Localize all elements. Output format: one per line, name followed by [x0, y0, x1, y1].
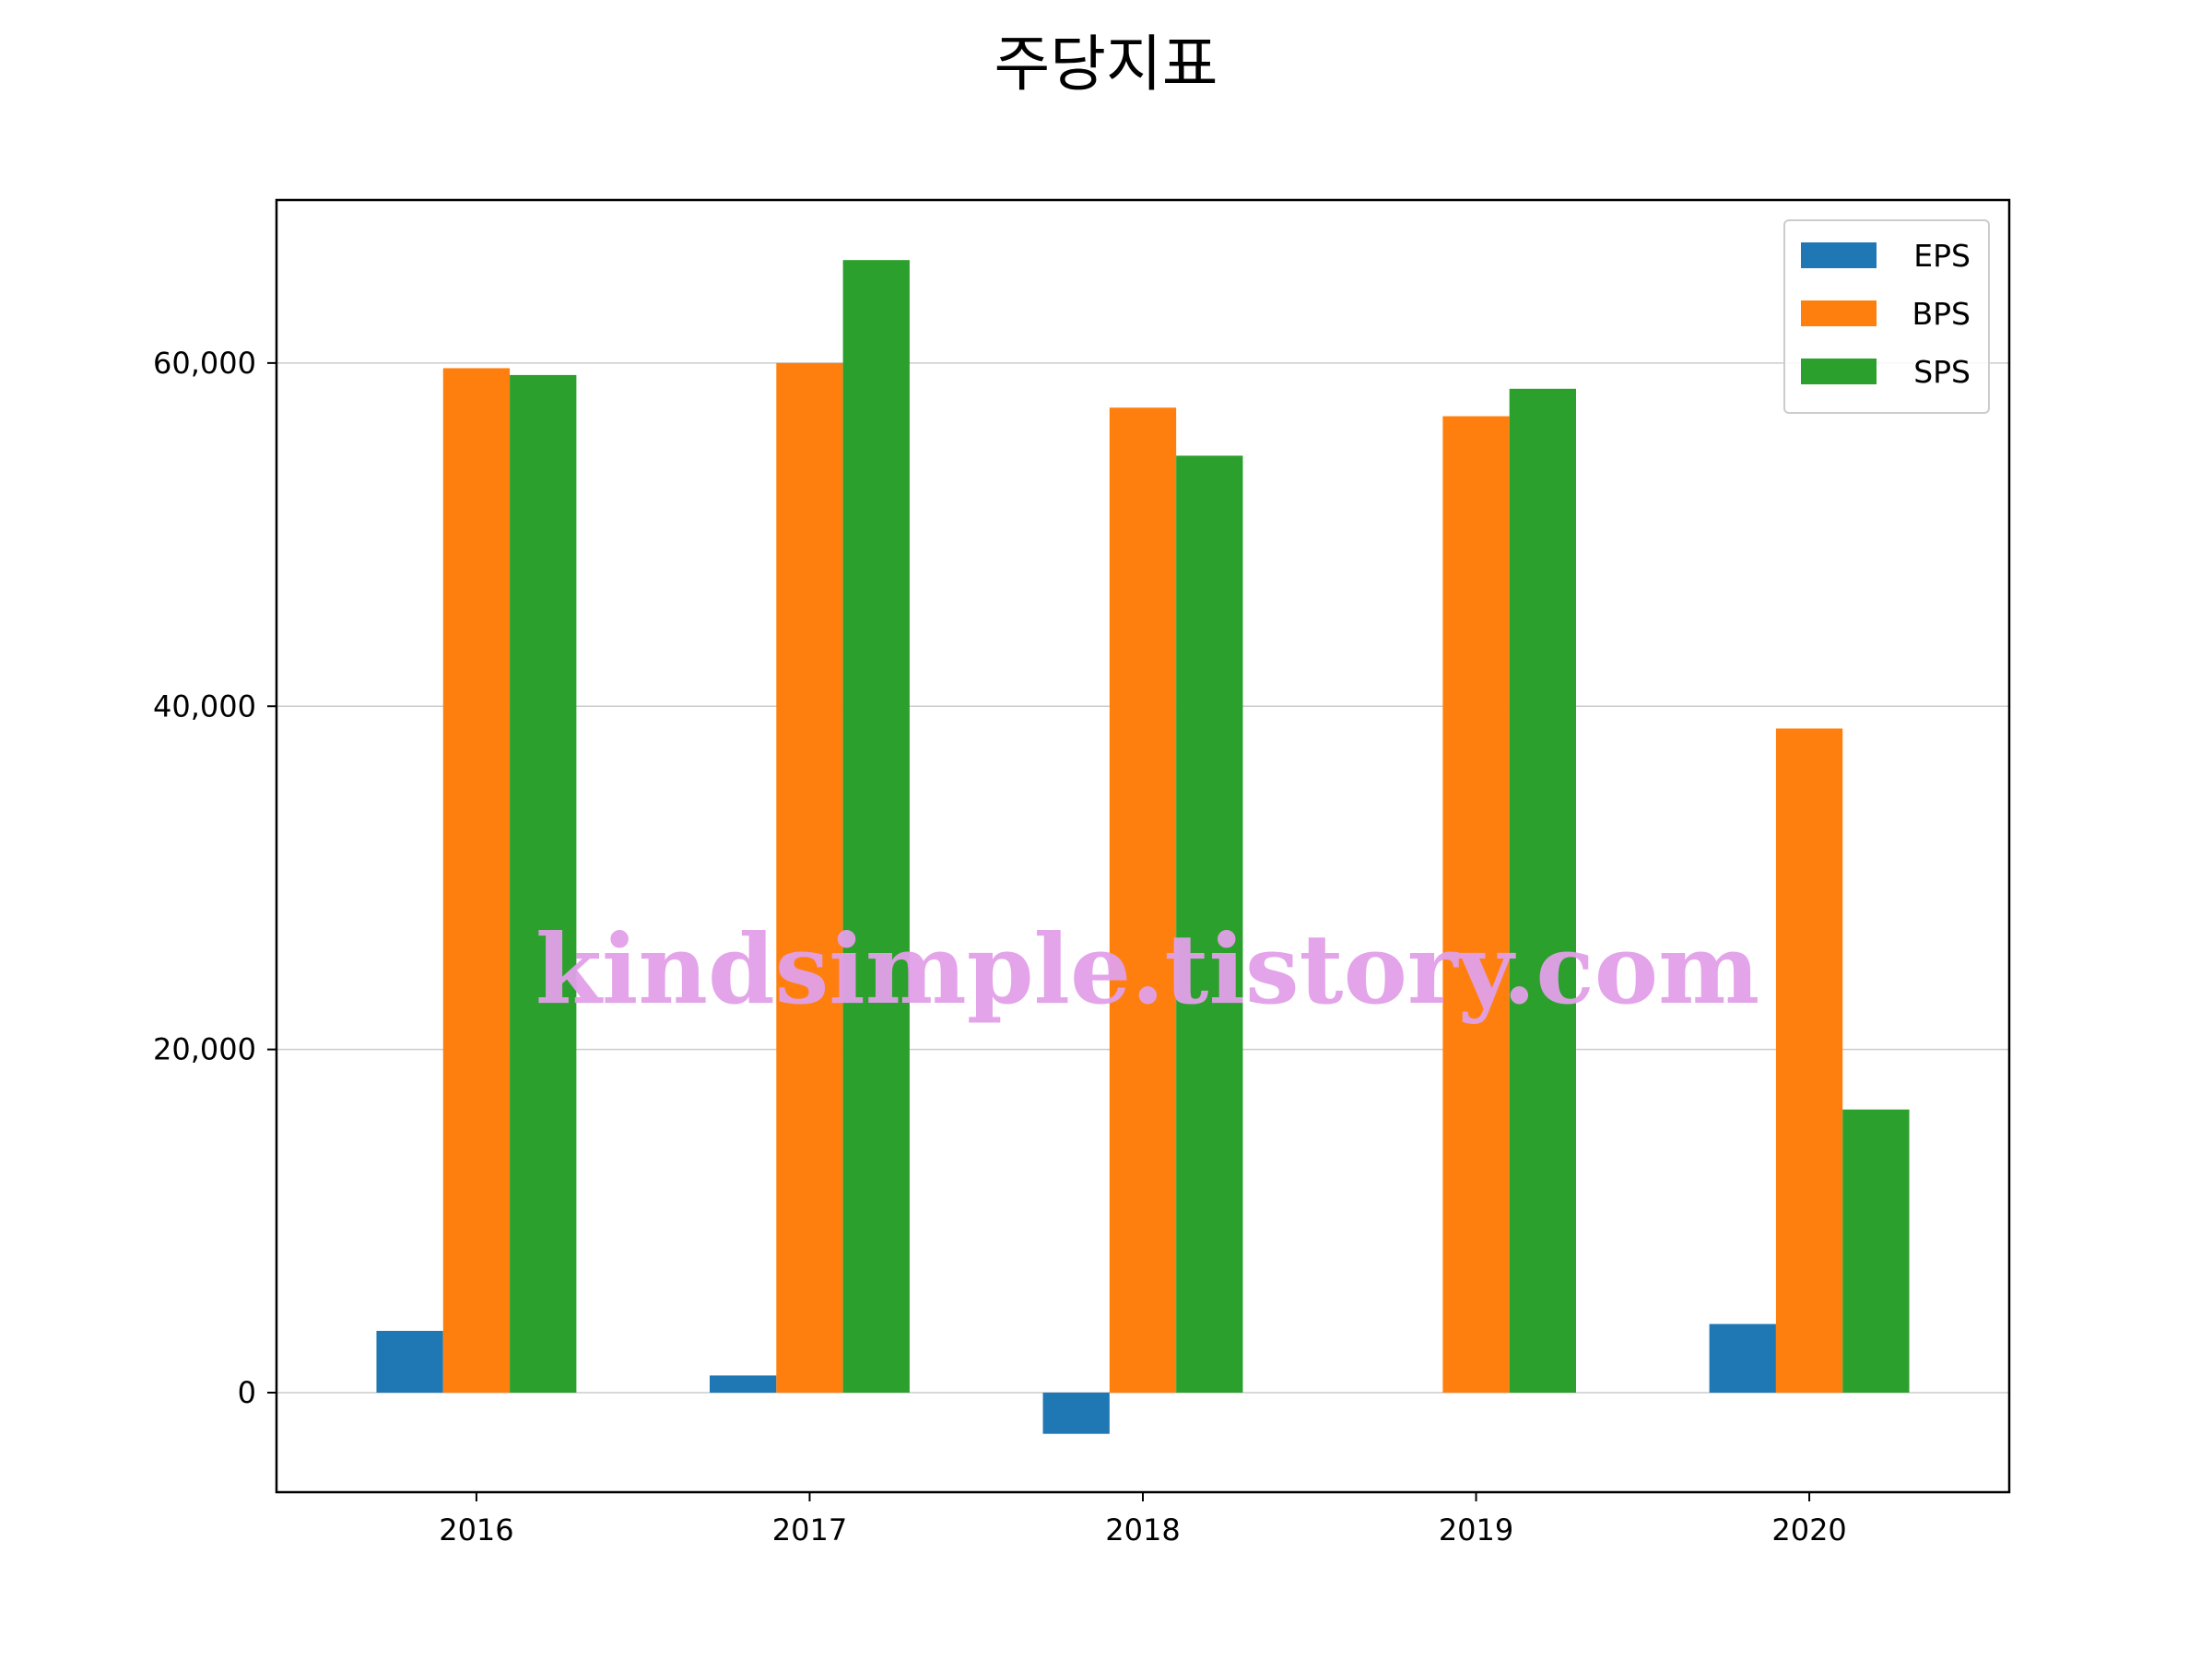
legend-label-sps: SPS: [1913, 354, 1971, 390]
watermark: kindsimple.tistory.com: [535, 912, 1759, 1026]
x-tick-label: 2018: [1105, 1512, 1180, 1547]
y-tick-label: 20,000: [153, 1032, 256, 1067]
bar-bps-2016: [442, 368, 511, 1394]
legend-label-bps: BPS: [1912, 296, 1971, 332]
bar-bps-2017: [776, 362, 843, 1394]
bar-eps-2017: [710, 1375, 777, 1394]
legend-swatch-sps: [1801, 359, 1877, 384]
bar-bps-2020: [1775, 728, 1843, 1394]
bar-eps-2016: [376, 1330, 443, 1394]
y-tick-label: 0: [238, 1375, 256, 1410]
legend-swatch-eps: [1801, 242, 1877, 268]
x-tick-label: 2016: [439, 1512, 513, 1547]
x-tick-label: 2019: [1439, 1512, 1513, 1547]
bar-bps-2019: [1442, 416, 1510, 1394]
bars: [376, 260, 1910, 1434]
bar-sps-2020: [1842, 1109, 1910, 1394]
bar-sps-2019: [1509, 388, 1576, 1394]
axis-ticks: 0 20,000 40,000 60,000 2016 2017 2018 2019 2020: [153, 346, 1847, 1547]
y-tick-label: 40,000: [153, 688, 256, 724]
bar-bps-2018: [1109, 407, 1177, 1394]
y-tick-label: 60,000: [153, 346, 256, 381]
legend-swatch-bps: [1801, 300, 1877, 326]
x-tick-label: 2017: [772, 1512, 847, 1547]
chart-title: 주당지표: [994, 29, 1218, 100]
bar-eps-2020: [1709, 1324, 1776, 1394]
bar-eps-2018: [1042, 1393, 1110, 1434]
x-tick-label: 2020: [1771, 1512, 1846, 1547]
bar-sps-2016: [510, 374, 577, 1394]
bar-sps-2018: [1176, 455, 1243, 1394]
bar-sps-2017: [842, 260, 910, 1394]
legend: EPS BPS SPS: [1783, 219, 1990, 414]
legend-label-eps: EPS: [1913, 238, 1971, 274]
